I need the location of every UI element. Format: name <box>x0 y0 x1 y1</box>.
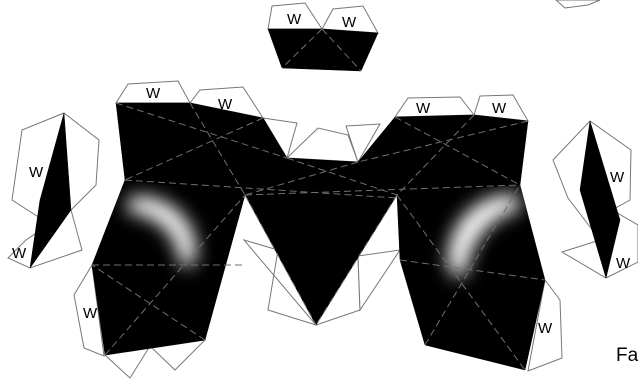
face-center-triangle <box>244 194 398 326</box>
side-face <box>29 112 72 269</box>
tab-letter: W <box>342 14 357 31</box>
glue-tab-outline <box>527 278 563 372</box>
face-left-panel <box>91 179 246 356</box>
fold-line <box>357 120 529 163</box>
fold-lines <box>91 102 546 371</box>
tab-letter: W <box>83 305 98 322</box>
tab-letter: W <box>146 85 161 102</box>
tab-letter: W <box>492 100 507 117</box>
fold-line <box>124 179 398 199</box>
glue-tab-outline <box>242 239 318 326</box>
figure-caption-fragment: Fa <box>616 345 638 366</box>
highlight-shading <box>128 194 520 277</box>
glue-tab-outline <box>555 0 601 9</box>
fold-line <box>315 194 398 326</box>
fold-line <box>91 264 206 341</box>
main-net-faces <box>91 102 546 371</box>
fold-line <box>399 259 546 281</box>
tab-letter: W <box>12 245 27 262</box>
glue-tab-outline <box>285 127 359 163</box>
fold-line <box>189 102 246 196</box>
fold-line <box>124 117 264 181</box>
right-glow-highlight <box>448 194 520 277</box>
fold-line <box>396 114 475 196</box>
right-side-piece: W W <box>552 120 638 279</box>
side-face <box>579 120 621 279</box>
tab-letter: W <box>416 100 431 117</box>
fold-line <box>244 194 317 326</box>
tab-letter: W <box>538 320 553 337</box>
fold-line <box>104 194 246 356</box>
fold-line <box>424 184 521 346</box>
glue-tab-outline <box>394 96 476 118</box>
glue-tab-outline <box>73 263 105 357</box>
fold-line <box>321 28 362 72</box>
fold-line <box>394 116 521 186</box>
glue-tab-outline <box>357 249 402 312</box>
fold-line <box>244 161 359 196</box>
top-face <box>267 28 379 72</box>
main-net-letters: W W W W W W <box>83 85 553 337</box>
fold-line <box>286 157 398 196</box>
tab-letter: W <box>287 11 302 28</box>
tab-letter: W <box>616 255 631 272</box>
tab-letter: W <box>29 164 44 181</box>
left-side-piece: W W <box>7 112 100 269</box>
top-piece: W W <box>267 2 379 72</box>
fold-line <box>396 194 526 371</box>
fold-line <box>115 102 288 159</box>
tab-letter: W <box>218 96 233 113</box>
tab-letter: W <box>610 169 625 186</box>
glue-tab-outline <box>345 123 381 164</box>
partial-piece-top-right <box>555 0 601 9</box>
fold-line <box>281 28 323 69</box>
left-glow-highlight <box>128 196 196 267</box>
